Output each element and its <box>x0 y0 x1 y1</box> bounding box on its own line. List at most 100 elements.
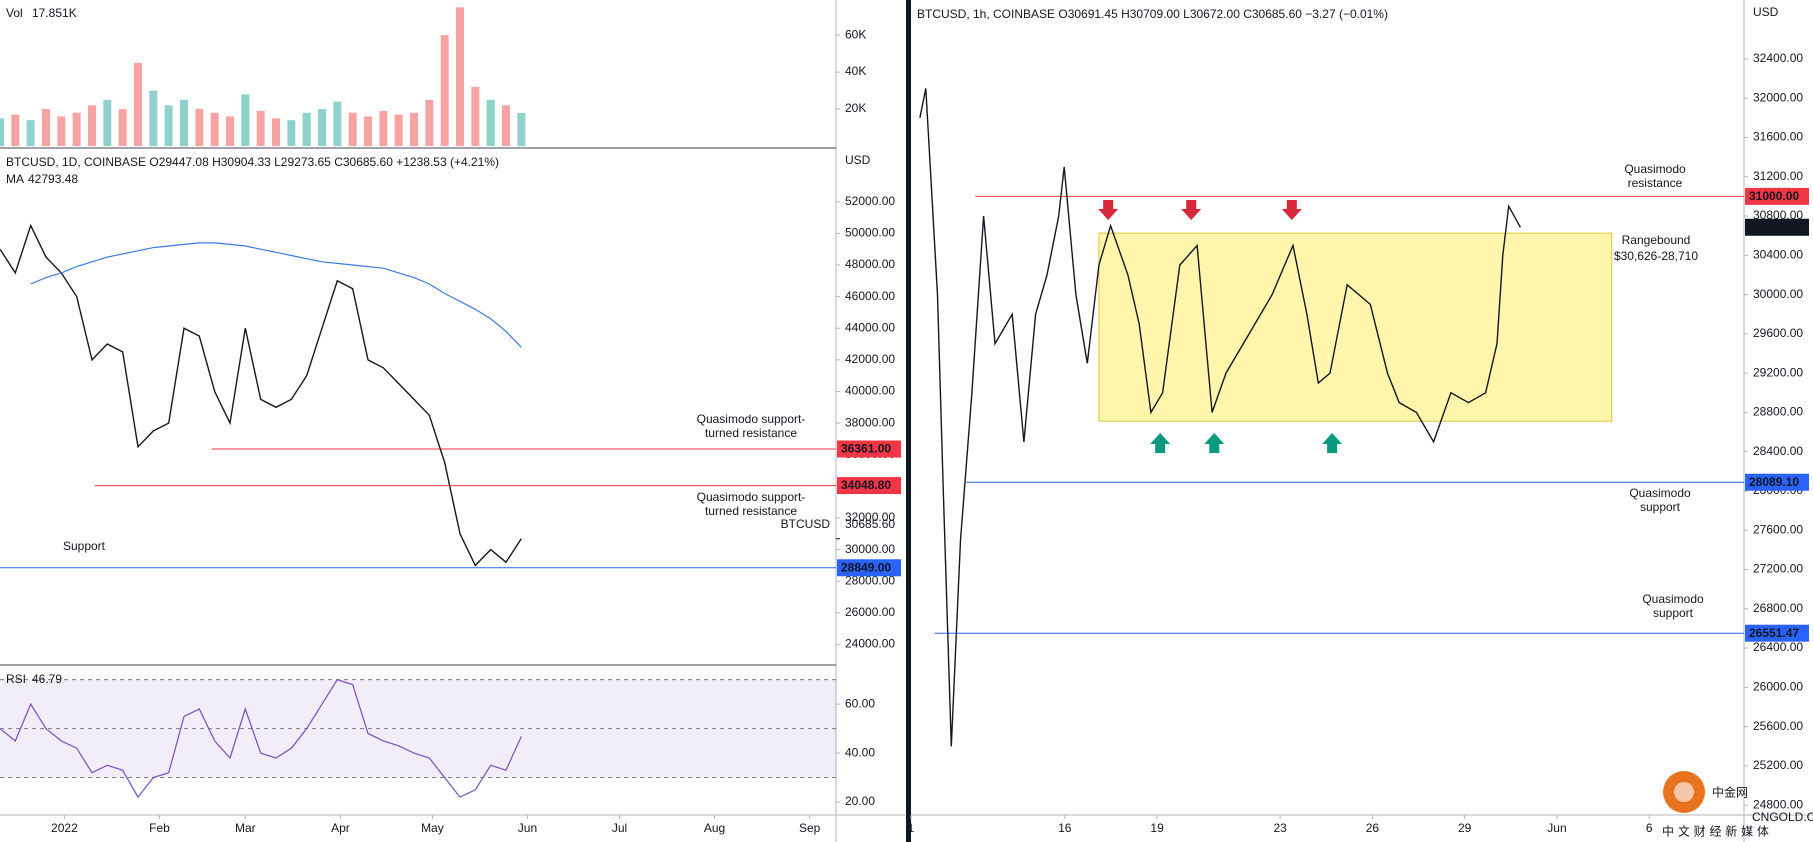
volume-bar <box>42 109 51 146</box>
annotation: turned resistance <box>705 426 797 440</box>
sell-arrow <box>1098 200 1119 220</box>
buy-arrow <box>1204 433 1225 453</box>
x-tick-label: 23 <box>1273 821 1287 835</box>
price-label-box <box>1745 624 1809 642</box>
y-tick-label: 32000.00 <box>845 510 895 524</box>
y-tick-label: 44000.00 <box>845 320 895 334</box>
y-tick-label: 32000.00 <box>1753 90 1803 104</box>
volume-bar <box>517 113 526 146</box>
y-tick-label: 27200.00 <box>1753 562 1803 576</box>
volume-bar <box>226 116 235 146</box>
annotation: turned resistance <box>705 504 797 518</box>
volume-bar <box>287 120 296 146</box>
volume-bar <box>241 94 250 146</box>
y-tick-label: 29200.00 <box>1753 365 1803 379</box>
series-name-label: BTCUSD <box>781 517 831 531</box>
price-label-box <box>837 440 901 458</box>
volume-bar <box>394 114 403 146</box>
volume-bar <box>272 118 281 146</box>
x-tick-label: 16 <box>1058 821 1072 835</box>
y-tick-label: 50000.00 <box>845 226 895 240</box>
y-tick-label: 60K <box>845 27 866 41</box>
volume-bar <box>256 110 265 146</box>
x-tick-label: 1 <box>908 821 915 835</box>
price-label: 26551.47 <box>1749 626 1799 640</box>
y-tick-label: 32400.00 <box>1753 51 1803 65</box>
annotation: support <box>1640 500 1681 514</box>
y-tick-label: 46000.00 <box>845 289 895 303</box>
volume-bar <box>471 86 480 146</box>
x-tick-label: Mar <box>235 821 256 835</box>
ma-line <box>30 242 522 348</box>
y-tick-label: 30000.00 <box>845 542 895 556</box>
range-label: Rangebound <box>1622 233 1691 247</box>
symbol-header: BTCUSD, 1D, COINBASE O29447.08 H30904.33… <box>6 155 499 169</box>
price-label: 28849.00 <box>841 560 891 574</box>
y-tick-label: 28000.00 <box>845 573 895 587</box>
buy-arrow <box>1150 433 1171 453</box>
divider <box>906 0 911 842</box>
volume-bar <box>195 109 204 146</box>
y-tick-label: 38000.00 <box>845 415 895 429</box>
volume-bar <box>379 110 388 146</box>
price-label: 34048.80 <box>841 478 891 492</box>
y-tick-label: 30400.00 <box>1753 247 1803 261</box>
volume-bar <box>318 109 327 146</box>
volume-bar <box>88 105 97 146</box>
price-label: 36361.00 <box>841 442 891 456</box>
annotation: Support <box>63 539 106 553</box>
volume-bar <box>164 105 173 146</box>
rsi-value: 46.79 <box>32 672 62 686</box>
y-tick-label: 28800.00 <box>1753 405 1803 419</box>
x-tick-label: Apr <box>331 821 350 835</box>
y-tick-label: 40.00 <box>845 745 875 759</box>
volume-bar <box>486 99 495 146</box>
volume-bar <box>410 112 419 146</box>
y-tick-label: 31600.00 <box>1753 130 1803 144</box>
y-tick-label: 30800.00 <box>1753 208 1803 222</box>
watermark-title: 中金网 <box>1712 785 1748 800</box>
volume-bar <box>11 114 20 146</box>
y-tick-label: 28400.00 <box>1753 444 1803 458</box>
x-tick-label: 29 <box>1458 821 1472 835</box>
volume-bar <box>302 112 311 146</box>
ma-name: MA <box>6 172 24 186</box>
y-tick-label: 26400.00 <box>1753 640 1803 654</box>
volume-bar <box>456 7 465 146</box>
volume-bar <box>210 112 219 146</box>
y-tick-label: 20.00 <box>845 794 875 808</box>
x-tick-label: Feb <box>149 821 170 835</box>
annotation: Quasimodo support- <box>697 412 806 426</box>
watermark-site: CNGOLD.COM <box>1752 810 1813 824</box>
annotation: Quasimodo <box>1642 592 1704 606</box>
watermark-subtitle: 中 文 财 经 新 媒 体 <box>1662 824 1769 839</box>
y-tick-label: 48000.00 <box>845 257 895 271</box>
annotation: resistance <box>1628 176 1683 190</box>
x-tick-label: 6 <box>1646 821 1653 835</box>
y-tick-label: 42000.00 <box>845 352 895 366</box>
symbol-header: BTCUSD, 1h, COINBASE O30691.45 H30709.00… <box>917 7 1388 21</box>
price-label-box <box>1745 218 1809 236</box>
annotation: support <box>1653 606 1694 620</box>
annotation: Quasimodo support- <box>697 490 806 504</box>
sell-arrow <box>1281 200 1302 220</box>
price-label-box <box>1745 473 1809 491</box>
volume-bar <box>149 90 158 146</box>
y-tick-label: 29600.00 <box>1753 326 1803 340</box>
sell-arrow <box>1181 200 1202 220</box>
x-tick-label: Jun <box>1547 821 1566 835</box>
volume-bar <box>425 99 434 146</box>
range-sublabel: $30,626-28,710 <box>1614 249 1698 263</box>
axis-unit: USD <box>1753 5 1779 19</box>
volume-bar <box>502 105 511 146</box>
axis-unit: USD <box>845 153 871 167</box>
price-label-box <box>1745 187 1809 205</box>
rsi-line <box>0 678 522 799</box>
x-tick-label: Jun <box>518 821 537 835</box>
y-tick-label: 20K <box>845 101 866 115</box>
y-tick-label: 25600.00 <box>1753 719 1803 733</box>
volume-bar <box>180 99 189 146</box>
volume-bar <box>348 112 357 146</box>
price-label: 31000.00 <box>1749 189 1799 203</box>
volume-bar <box>57 116 66 146</box>
